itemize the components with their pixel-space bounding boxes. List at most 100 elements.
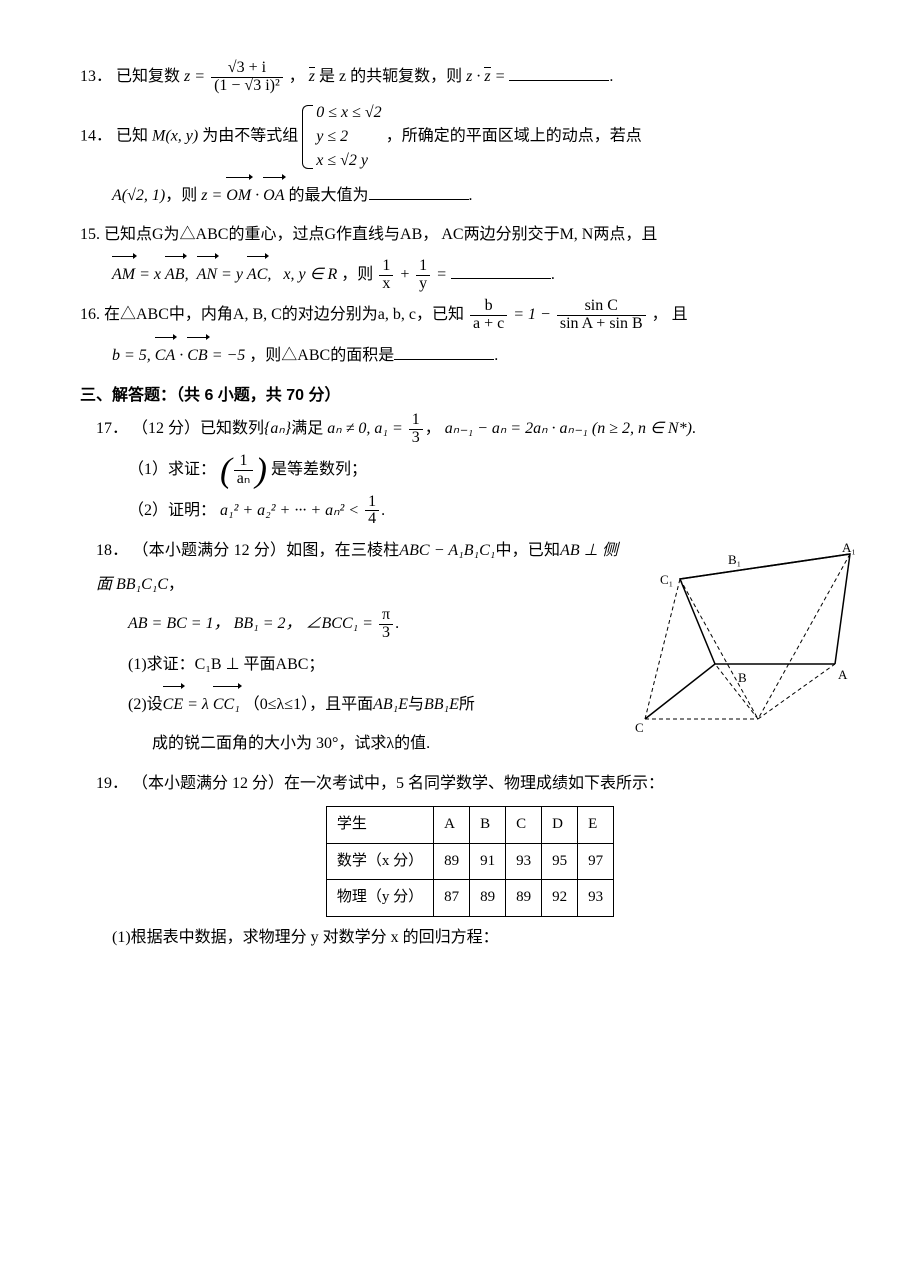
n: 1: [234, 453, 253, 471]
row: y ≤ 2: [316, 125, 381, 149]
expr: z · z =: [466, 67, 505, 85]
n: sin C: [557, 298, 646, 316]
row: 0 ≤ x ≤ √2: [316, 101, 381, 125]
problem-18-block: B₁ A₁ C₁ B A C 18． （本小题满分 12 分）如图，在三棱柱AB…: [80, 534, 860, 767]
d: a + c: [470, 316, 507, 333]
cell: 89: [470, 880, 506, 917]
cell: 学生: [326, 807, 433, 844]
n: b: [470, 298, 507, 316]
denominator: (1 − √3 i)²: [211, 78, 283, 95]
score-table: 学生 A B C D E 数学（x 分） 89 91 93 95 97 物理（y…: [326, 806, 614, 917]
ce-vec: CE = λ CC₁: [163, 696, 240, 713]
text: (2)设: [128, 696, 163, 713]
cell: D: [542, 807, 578, 844]
text: ，则△ABC的面积是: [249, 347, 394, 364]
cell: E: [578, 807, 614, 844]
cell: C: [506, 807, 542, 844]
d: 3: [379, 625, 393, 642]
label-a: A: [838, 667, 848, 682]
cell: 87: [434, 880, 470, 917]
inequality-system: 0 ≤ x ≤ √2 y ≤ 2 x ≤ √2 y: [302, 101, 381, 173]
text: .: [494, 347, 498, 364]
cell: B: [470, 807, 506, 844]
text: 已知点G为△ABC的重心，过点G作直线与AB， AC两边分别交于M, N两点，且: [104, 226, 657, 243]
label-c1: C₁: [660, 572, 673, 587]
cell: 物理（y 分）: [326, 880, 433, 917]
text: 与: [408, 696, 424, 713]
text: （0≤λ≤1），且平面: [244, 696, 373, 713]
text: （12 分）已知数列: [132, 420, 264, 437]
plus: +: [399, 266, 414, 283]
cell: 数学（x 分）: [326, 843, 433, 880]
q-number: 19．: [96, 775, 128, 792]
blank: [394, 343, 494, 360]
text: 已知: [116, 127, 148, 144]
label-a1: A₁: [842, 540, 856, 555]
blank: [509, 64, 609, 81]
text: .: [692, 420, 696, 437]
problem-19-sub1: (1)根据表中数据，求物理分 y 对数学分 x 的回归方程：: [80, 921, 860, 955]
point-a: A(√2, 1): [112, 187, 165, 204]
eq: = 1 −: [513, 306, 555, 323]
text: 中，已知: [495, 542, 560, 559]
problem-17: 17． （12 分）已知数列{aₙ}满足 aₙ ≠ 0, a₁ = 13， aₙ…: [80, 412, 860, 447]
text: 是 z 的共轭复数，则: [319, 68, 462, 85]
text: ， 且: [652, 306, 688, 323]
formula: z = √3 + i (1 − √3 i)²: [184, 68, 289, 85]
cell: 89: [434, 843, 470, 880]
recurrence: aₙ₋₁ − aₙ = 2aₙ · aₙ₋₁ (n ≥ 2, n ∈ N*): [445, 420, 692, 437]
label-b: B: [738, 670, 747, 685]
q-number: 14．: [80, 127, 112, 144]
b-eq-5: b = 5,: [112, 347, 151, 364]
q-number: 15.: [80, 226, 100, 243]
z-eq: z =: [184, 68, 205, 85]
cell: 97: [578, 843, 614, 880]
problem-15: 15. 已知点G为△ABC的重心，过点G作直线与AB， AC两边分别交于M, N…: [80, 218, 860, 252]
xy-in-r: x, y ∈ R: [283, 266, 337, 283]
text: ，则: [341, 266, 373, 283]
text: （1）求证：: [128, 461, 216, 478]
text: 的最大值为: [288, 187, 368, 204]
seq: {aₙ}: [264, 420, 291, 437]
cell: 95: [542, 843, 578, 880]
cell: 89: [506, 880, 542, 917]
d: sin A + sin B: [557, 316, 646, 333]
problem-19: 19． （本小题满分 12 分）在一次考试中，5 名同学数学、物理成绩如下表所示…: [80, 767, 860, 801]
text: .: [609, 68, 613, 85]
table-row: 数学（x 分） 89 91 93 95 97: [326, 843, 613, 880]
cell: 93: [506, 843, 542, 880]
text: （本小题满分 12 分）在一次考试中，5 名同学数学、物理成绩如下表所示：: [132, 775, 664, 792]
problem-17-sub2: （2）证明： a₁² + a₂² + ··· + aₙ² < 14.: [80, 494, 860, 529]
fraction: √3 + i (1 − √3 i)²: [211, 60, 283, 95]
d: aₙ: [234, 471, 253, 488]
mxy: M(x, y): [152, 127, 198, 144]
text: （本小题满分 12 分）如图，在三棱柱: [133, 542, 400, 559]
label-c: C: [635, 720, 644, 734]
d: x: [379, 276, 393, 293]
text: .: [469, 187, 473, 204]
problem-16: 16. 在△ABC中，内角A, B, C的对边分别为a, b, c，已知 ba …: [80, 298, 860, 333]
q-number: 18．: [96, 542, 128, 559]
text: 所: [459, 696, 475, 713]
text: ，则: [165, 187, 197, 204]
cell: 93: [578, 880, 614, 917]
n: 1: [416, 258, 430, 276]
cond2: , a₁ =: [366, 420, 406, 437]
text: ，: [168, 576, 184, 593]
blank: [451, 262, 551, 279]
text: ，: [425, 420, 441, 437]
d: y: [416, 276, 430, 293]
problem-14-line2: A(√2, 1)，则 z = OM · OA 的最大值为.: [80, 179, 860, 213]
text: 为由不等式组: [202, 127, 298, 144]
cell: 91: [470, 843, 506, 880]
text: ，: [289, 68, 305, 85]
d: 3: [409, 430, 423, 447]
z-expr: z = OM · OA: [201, 187, 284, 204]
q-number: 17．: [96, 420, 128, 437]
n: π: [379, 607, 393, 625]
dims: AB = BC = 1， BB₁ = 2， ∠BCC₁ =: [128, 615, 377, 632]
zbar: z: [309, 68, 315, 85]
ratio-eq: ba + c = 1 − sin Csin A + sin B: [468, 306, 652, 323]
d: 4: [365, 511, 379, 528]
problem-14: 14． 已知 M(x, y) 为由不等式组 0 ≤ x ≤ √2 y ≤ 2 x…: [80, 101, 860, 173]
